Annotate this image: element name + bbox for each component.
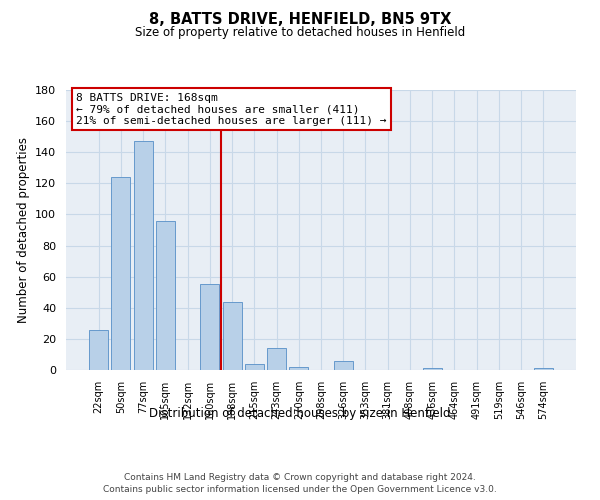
Text: 8 BATTS DRIVE: 168sqm
← 79% of detached houses are smaller (411)
21% of semi-det: 8 BATTS DRIVE: 168sqm ← 79% of detached … [76,93,387,126]
Bar [423,368,442,370]
Text: Size of property relative to detached houses in Henfield: Size of property relative to detached ho… [135,26,465,39]
Bar [223,302,242,370]
Bar [89,330,108,370]
Bar [200,284,219,370]
Bar [534,368,553,370]
Bar [334,360,353,370]
Text: Contains public sector information licensed under the Open Government Licence v3: Contains public sector information licen… [103,485,497,494]
Bar [134,142,152,370]
Bar [245,364,264,370]
Text: Contains HM Land Registry data © Crown copyright and database right 2024.: Contains HM Land Registry data © Crown c… [124,472,476,482]
Text: 8, BATTS DRIVE, HENFIELD, BN5 9TX: 8, BATTS DRIVE, HENFIELD, BN5 9TX [149,12,451,28]
Bar [267,348,286,370]
Bar [156,220,175,370]
Bar [289,367,308,370]
Bar [112,177,130,370]
Text: Distribution of detached houses by size in Henfield: Distribution of detached houses by size … [149,408,451,420]
Y-axis label: Number of detached properties: Number of detached properties [17,137,29,323]
